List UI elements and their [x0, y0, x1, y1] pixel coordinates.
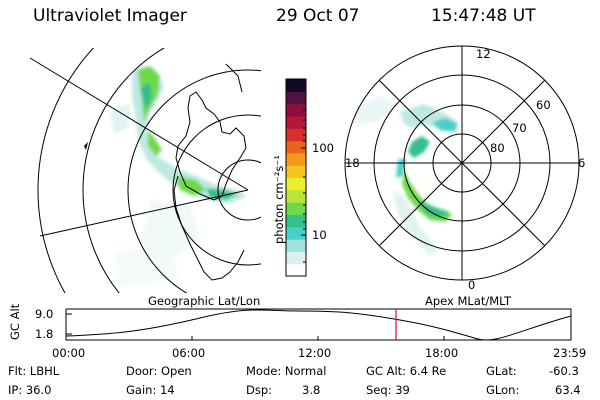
- mlat-label-70: 70: [512, 121, 527, 135]
- colorbar-cell: [286, 263, 306, 277]
- altitude-plot-frame: [65, 308, 572, 341]
- colorbar-cell: [286, 91, 306, 105]
- altitude-y-ticks: [66, 313, 72, 335]
- info-dsp-value: 3.8: [302, 383, 321, 397]
- info-gc-alt: GC Alt: 6.4 Re: [366, 364, 447, 378]
- mlat-label-60: 60: [536, 98, 551, 112]
- altitude-ymax: 9.0: [35, 307, 54, 321]
- colorbar-tick-100: 100: [312, 141, 334, 155]
- colorbar-cell: [286, 115, 306, 129]
- mlt-label-12: 12: [476, 47, 491, 61]
- info-door: Door: Open: [126, 364, 192, 378]
- apex-polar-map: [344, 45, 580, 281]
- colorbar-cell: [286, 152, 306, 166]
- xtick-1800: 18:00: [425, 346, 459, 360]
- geo-latitude-lines: [37, 48, 261, 293]
- apex-caption: Apex MLat/MLT: [425, 294, 512, 308]
- time-label: 15:47:48 UT: [431, 6, 536, 26]
- xtick-0600: 06:00: [172, 346, 206, 360]
- info-dsp-label: Dsp:: [246, 383, 273, 397]
- polar-aurora-emission: [350, 96, 458, 256]
- xtick-0000: 00:00: [52, 346, 86, 360]
- altitude-plot: [65, 308, 572, 341]
- colorbar-cell: [286, 103, 306, 117]
- info-filter: Flt: LBHL: [8, 364, 60, 378]
- colorbar-cell: [286, 202, 306, 216]
- altitude-curve: [65, 309, 572, 341]
- colorbar-cell: [286, 226, 306, 240]
- info-glon-value: 63.4: [555, 383, 581, 397]
- info-glat-label: GLat:: [486, 364, 517, 378]
- colorbar: [286, 79, 306, 277]
- geographic-caption: Geographic Lat/Lon: [148, 294, 261, 308]
- altitude-x-ticks: [191, 336, 445, 340]
- colorbar-cell: [286, 251, 306, 265]
- info-seq: Seq: 39: [366, 383, 410, 397]
- colorbar-tick-10: 10: [312, 228, 327, 242]
- colorbar-ticks: [301, 109, 306, 263]
- colorbar-cell: [286, 214, 306, 228]
- info-glat-value: -60.3: [549, 364, 579, 378]
- xtick-1200: 12:00: [298, 346, 332, 360]
- mlt-label-0: 0: [468, 278, 476, 292]
- altitude-ymin: 1.8: [35, 327, 54, 341]
- colorbar-cell: [286, 140, 306, 154]
- info-gain: Gain: 14: [126, 383, 175, 397]
- xtick-2359: 23:59: [553, 346, 587, 360]
- colorbar-cell: [286, 177, 306, 191]
- info-mode: Mode: Normal: [246, 364, 327, 378]
- colorbar-cell: [286, 165, 306, 179]
- info-glon-label: GLon:: [486, 383, 520, 397]
- mlt-label-18: 18: [345, 156, 360, 170]
- colorbar-cell: [286, 128, 306, 142]
- colorbar-unit-label: photon cm⁻²s⁻¹: [272, 155, 286, 244]
- info-ip: IP: 36.0: [8, 383, 52, 397]
- altitude-ylabel: GC Alt: [8, 303, 22, 340]
- mlt-label-6: 6: [578, 156, 586, 170]
- polar-mlt-lines: [345, 46, 579, 280]
- mlat-label-80: 80: [490, 141, 505, 155]
- colorbar-cell: [286, 239, 306, 252]
- geographic-map: [29, 48, 261, 293]
- geo-longitude-lines: [29, 57, 249, 237]
- geo-aurora-emission: [110, 66, 246, 286]
- geo-coastline: [173, 91, 247, 281]
- geo-marker: [84, 142, 88, 150]
- colorbar-cell: [286, 189, 306, 203]
- colorbar-cell: [286, 79, 306, 92]
- geo-edge-curve: [225, 63, 243, 93]
- app-title: Ultraviolet Imager: [33, 6, 187, 26]
- date-label: 29 Oct 07: [276, 6, 360, 26]
